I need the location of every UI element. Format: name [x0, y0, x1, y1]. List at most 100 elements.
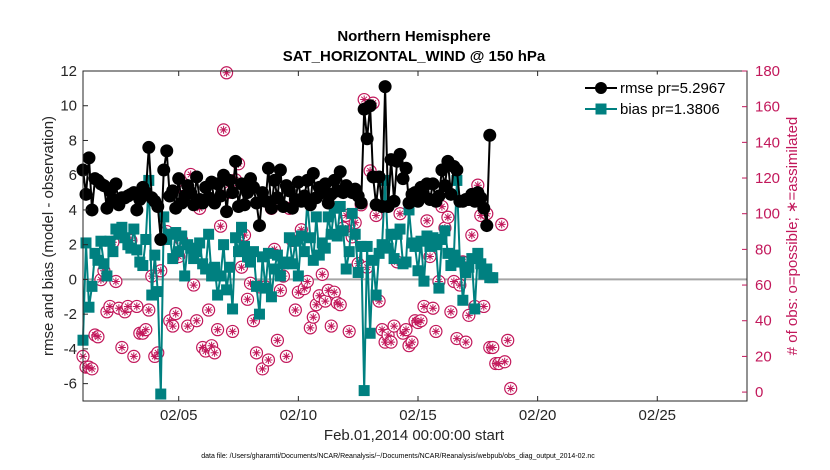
bias-marker [448, 249, 460, 261]
bias-marker [442, 247, 454, 259]
bias-marker [415, 235, 427, 247]
assimilated-obs-marker [228, 327, 237, 336]
assimilated-obs-marker [183, 322, 192, 331]
assimilated-obs-marker [414, 318, 422, 327]
bias-marker [481, 263, 493, 275]
assimilated-obs-marker [249, 316, 258, 325]
bias-marker [98, 258, 110, 270]
bias-marker [370, 289, 382, 301]
bias-marker [194, 237, 206, 249]
bias-marker [289, 235, 301, 247]
bias-marker [394, 223, 406, 235]
assimilated-obs-marker [297, 225, 306, 234]
assimilated-obs-marker [114, 304, 123, 313]
data-file-footnote: data file: /Users/gharamti/Documents/NCA… [201, 453, 595, 460]
y2-tick-label: 180 [755, 63, 780, 80]
assimilated-obs-marker [117, 343, 126, 352]
bias-marker [233, 246, 245, 258]
bias-marker [469, 303, 481, 315]
x-tick-label: 02/05 [160, 407, 198, 424]
legend-box [579, 74, 741, 122]
x-tick-label: 02/25 [638, 407, 676, 424]
assimilated-obs-marker [132, 302, 141, 311]
assimilated-obs-marker [449, 277, 458, 286]
assimilated-obs-marker [303, 277, 312, 286]
y-axis-ticks: -6 -4 -2 0 2 4 6 8 10 12 [60, 63, 88, 393]
y-tick-label: 6 [69, 167, 77, 184]
assimilated-obs-marker [315, 291, 324, 300]
bias-marker [176, 230, 188, 242]
assimilated-obs-marker [237, 263, 246, 272]
assimilated-obs-marker [216, 222, 225, 231]
bias-marker [239, 240, 251, 252]
x-tick-label: 02/10 [280, 407, 318, 424]
y2-tick-label: 140 [755, 134, 780, 151]
bias-marker [128, 223, 140, 235]
assimilated-obs-marker [500, 357, 509, 366]
bias-marker [200, 263, 212, 275]
bias-marker [355, 240, 367, 252]
assimilated-obs-marker [282, 352, 291, 361]
assimilated-obs-marker [96, 275, 105, 284]
bias-marker [346, 207, 358, 219]
assimilated-obs-marker [165, 316, 174, 325]
assimilated-obs-marker [204, 306, 213, 314]
assimilated-obs-marker [189, 281, 198, 290]
assimilated-obs-marker [273, 336, 282, 345]
bias-marker [268, 263, 280, 275]
rmse-marker [214, 189, 228, 203]
assimilated-obs-marker [428, 304, 437, 313]
bias-marker [463, 261, 475, 273]
assimilated-obs-marker [372, 211, 381, 220]
bias-marker [388, 253, 400, 265]
assimilated-obs-marker [417, 316, 425, 325]
bias-marker [86, 280, 98, 292]
assimilated-obs-marker [464, 311, 473, 320]
bias-marker [307, 254, 319, 266]
y-tick-label: -6 [64, 376, 77, 393]
bias-marker [361, 240, 373, 252]
bias-marker [373, 247, 385, 259]
y2-tick-label: 40 [755, 313, 772, 330]
rmse-marker [396, 172, 410, 186]
bias-marker [164, 228, 176, 240]
assimilated-obs-marker [312, 300, 321, 309]
assimilated-obs-marker [437, 202, 446, 211]
assimilated-obs-marker [258, 364, 267, 373]
bias-marker [131, 244, 143, 256]
legend-rmse-label: rmse pr=5.2967 [620, 80, 725, 97]
bias-marker [253, 308, 265, 320]
rmse-marker [157, 163, 171, 177]
rmse-marker [393, 147, 407, 161]
rmse-marker [273, 163, 287, 177]
assimilated-obs-marker [345, 327, 354, 336]
rmse-marker [226, 186, 240, 200]
y-tick-label: -2 [64, 306, 77, 323]
bias-marker [146, 289, 158, 301]
rmse-marker [82, 151, 96, 165]
assimilated-obs-marker [467, 231, 476, 240]
assimilated-obs-marker [91, 331, 99, 339]
assimilated-obs-marker [252, 348, 261, 357]
y-tick-label: 12 [60, 63, 77, 80]
assimilated-obs-marker [294, 288, 303, 297]
y2-axis-label: # of obs: o=possible; ∗=assimilated [784, 117, 801, 356]
assimilated-obs-marker [497, 220, 506, 229]
assimilated-obs-marker [198, 343, 207, 352]
bias-marker [328, 202, 340, 214]
y-tick-label: 4 [69, 202, 77, 219]
assimilated-obs-marker [219, 125, 228, 134]
assimilated-obs-marker [446, 307, 455, 316]
bias-marker [352, 266, 364, 278]
assimilated-obs-marker [420, 302, 428, 311]
rmse-marker [483, 128, 497, 142]
bias-marker [322, 211, 334, 223]
assimilated-obs-marker [342, 211, 351, 220]
assimilated-obs-marker [120, 307, 129, 316]
bias-marker [379, 174, 391, 186]
rmse-marker [229, 154, 243, 168]
rmse-marker [184, 186, 198, 200]
assimilated-obs-marker [144, 306, 153, 314]
bias-marker [385, 228, 397, 240]
assimilated-obs-marker [264, 356, 273, 364]
